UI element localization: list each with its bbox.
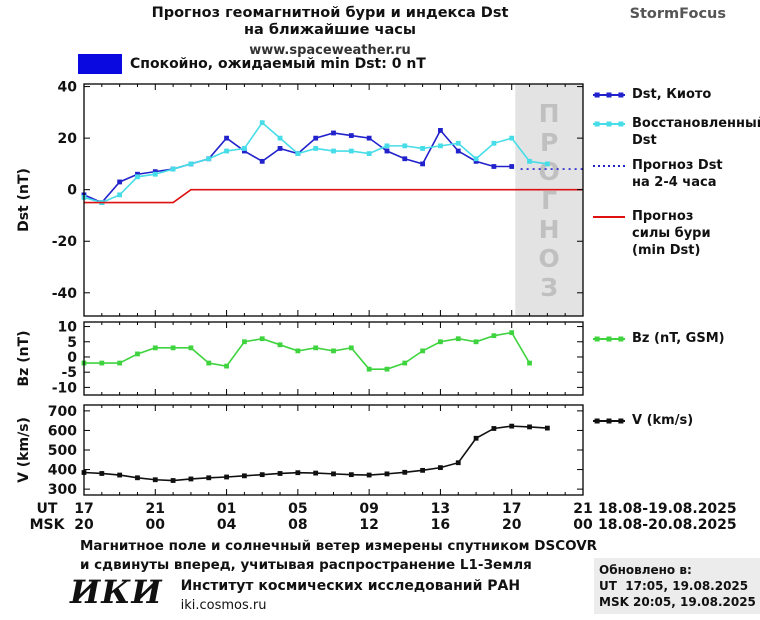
svg-text:00: 00 [573, 517, 593, 533]
legend-label: Прогноз Dst [632, 158, 723, 173]
iki-logo: ИКИ [70, 573, 163, 611]
svg-text:01: 01 [217, 501, 236, 517]
legend-label: силы бури [632, 226, 711, 241]
svg-text:18.08-19.08.2025: 18.08-19.08.2025 [598, 501, 737, 517]
legend-label: Прогноз [632, 209, 694, 224]
svg-text:21: 21 [146, 501, 165, 517]
svg-text:-10: -10 [52, 380, 78, 396]
svg-text:21: 21 [573, 501, 592, 517]
footnote-line2: и сдвинуты вперед, учитывая распростране… [80, 557, 532, 573]
svg-text:00: 00 [146, 517, 166, 533]
institute-block: ИКИ Институт космических исследований РА… [70, 574, 520, 613]
svg-text:09: 09 [359, 501, 378, 517]
updated-msk: MSK 20:05, 19.08.2025 [599, 595, 756, 609]
svg-text:П: П [539, 99, 560, 128]
legend-label: V (km/s) [632, 413, 694, 428]
updated-ut: UT 17:05, 19.08.2025 [599, 579, 749, 593]
svg-text:600: 600 [48, 423, 77, 439]
svg-text:17: 17 [74, 501, 93, 517]
svg-text:13: 13 [431, 501, 450, 517]
svg-text:0: 0 [67, 350, 77, 366]
svg-text:MSK: MSK [30, 517, 66, 533]
svg-text:5: 5 [67, 335, 77, 351]
svg-text:500: 500 [48, 443, 77, 459]
svg-text:17: 17 [502, 501, 521, 517]
website-link[interactable]: www.spaceweather.ru [249, 43, 411, 58]
svg-text:400: 400 [48, 463, 77, 479]
dst-kyoto-line-icon [593, 92, 625, 98]
svg-text:20: 20 [58, 131, 78, 147]
status-color-swatch [78, 54, 122, 74]
svg-text:20: 20 [502, 517, 522, 533]
svg-text:700: 700 [48, 404, 77, 420]
institute-site-link[interactable]: iki.cosmos.ru [180, 598, 267, 613]
svg-text:-5: -5 [61, 365, 77, 381]
legend-label: Bz (nT, GSM) [632, 331, 725, 346]
svg-text:40: 40 [58, 80, 78, 96]
svg-text:18.08-20.08.2025: 18.08-20.08.2025 [598, 517, 737, 533]
svg-text:V (km/s): V (km/s) [16, 417, 32, 483]
svg-text:16: 16 [431, 517, 450, 533]
svg-text:300: 300 [48, 482, 77, 498]
svg-text:UT: UT [37, 501, 58, 517]
svg-text:О: О [539, 244, 560, 273]
storm-forecast-line-icon [593, 216, 625, 218]
page-subtitle: на ближайшие часы [243, 22, 417, 38]
svg-text:Н: Н [539, 215, 560, 244]
svg-text:12: 12 [359, 517, 378, 533]
svg-text:З: З [540, 273, 558, 302]
legend-label: Dst, Киото [632, 87, 712, 102]
status-text: Спокойно, ожидаемый min Dst: 0 nT [130, 56, 426, 72]
svg-text:Dst (nT): Dst (nT) [16, 168, 32, 232]
svg-text:0: 0 [67, 183, 77, 199]
legend-label: Dst [632, 133, 657, 148]
legend-dst-forecast: Прогноз Dst на 2-4 часа [592, 157, 723, 191]
svg-text:20: 20 [74, 517, 94, 533]
institute-name: Институт космических исследований РАН [180, 578, 521, 594]
forecast-dotted-line-icon [593, 165, 625, 167]
footnote: Магнитное поле и солнечный ветер измерен… [80, 537, 597, 575]
legend-bz: Bz (nT, GSM) [592, 330, 725, 347]
svg-text:05: 05 [288, 501, 307, 517]
footnote-line1: Магнитное поле и солнечный ветер измерен… [80, 538, 598, 554]
status-banner: Спокойно, ожидаемый min Dst: 0 nT [78, 54, 426, 74]
legend-v: V (km/s) [592, 412, 693, 429]
svg-text:04: 04 [217, 517, 237, 533]
legend-dst-restored: Восстановленный Dst [592, 115, 760, 149]
legend-label: на 2-4 часа [632, 175, 717, 190]
v-line-icon [593, 418, 625, 424]
legend-label: (min Dst) [632, 243, 701, 258]
updated-title: Обновлено в: [599, 563, 692, 577]
svg-text:Bz (nT): Bz (nT) [16, 330, 32, 386]
svg-text:-40: -40 [52, 286, 78, 302]
legend-label: Восстановленный [632, 116, 760, 131]
svg-text:Г: Г [541, 186, 557, 215]
svg-text:О: О [539, 157, 560, 186]
dst-restored-line-icon [593, 121, 625, 127]
legend-storm-forecast: Прогноз силы бури (min Dst) [592, 208, 711, 259]
svg-text:-20: -20 [52, 234, 78, 250]
bz-line-icon [593, 336, 625, 342]
brand-stormfocus: StormFocus [629, 6, 726, 22]
svg-text:10: 10 [58, 320, 78, 336]
page-title: Прогноз геомагнитной бури и индекса Dst [151, 5, 509, 21]
svg-text:Р: Р [540, 128, 558, 157]
legend-dst-kyoto: Dst, Киото [592, 86, 711, 103]
svg-text:08: 08 [288, 517, 307, 533]
updated-box: Обновлено в: UT 17:05, 19.08.2025 MSK 20… [594, 558, 760, 614]
title-block: Прогноз геомагнитной бури и индекса Dst … [90, 5, 570, 58]
